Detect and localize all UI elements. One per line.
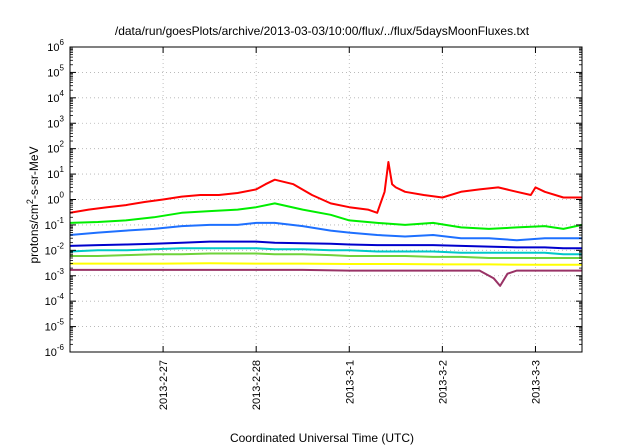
y-axis-label-prefix: protons/cm — [27, 204, 41, 263]
y-tick-label: 10-2 — [45, 241, 65, 257]
series-line-5 — [70, 252, 582, 259]
grid-lines — [70, 47, 582, 352]
y-tick-label: 102 — [47, 140, 64, 156]
series-line-2 — [70, 221, 582, 242]
y-tick-label: 10-4 — [45, 292, 65, 308]
y-axis-label-suffix: -s-sr-MeV — [27, 146, 41, 199]
y-tick-label: 100 — [47, 191, 64, 207]
x-tick-label: 2013-3-1 — [344, 360, 356, 404]
series-line-4 — [70, 247, 582, 256]
series-line-6 — [70, 262, 582, 266]
x-tick-label: 2013-3-3 — [530, 360, 542, 404]
y-axis: 10-6 10-5 10-4 10-3 10-2 10-1 100 101 102 103 104 1… — [45, 38, 582, 359]
y-tick-label: 10-6 — [45, 343, 65, 359]
y-tick-label: 101 — [47, 165, 64, 181]
series-line-3 — [70, 240, 582, 250]
y-tick-label: 104 — [47, 89, 64, 105]
y-tick-label: 10-5 — [45, 318, 65, 334]
x-axis: 2013-2-27 2013-2-28 2013-3-1 2013-3-2 2013-3… — [158, 47, 542, 410]
y-axis-label-sup: 2 — [25, 199, 35, 204]
y-axis-label: protons/cm2-s-sr-MeV — [25, 146, 41, 263]
y-tick-label: 10-1 — [45, 216, 65, 232]
chart-title: /data/run/goesPlots/archive/2013-03-03/1… — [115, 24, 530, 38]
series-line-0 — [70, 161, 582, 214]
x-axis-label: Coordinated Universal Time (UTC) — [230, 431, 414, 445]
y-tick-label: 106 — [47, 38, 64, 54]
series-group — [70, 161, 582, 287]
y-tick-label: 105 — [47, 63, 64, 79]
series-line-7 — [70, 268, 582, 287]
x-tick-label: 2013-3-2 — [437, 360, 449, 404]
series-line-1 — [70, 202, 582, 230]
x-tick-label: 2013-2-27 — [158, 360, 170, 410]
x-tick-label: 2013-2-28 — [251, 360, 263, 410]
y-tick-label: 103 — [47, 114, 64, 130]
y-tick-label: 10-3 — [45, 267, 65, 283]
